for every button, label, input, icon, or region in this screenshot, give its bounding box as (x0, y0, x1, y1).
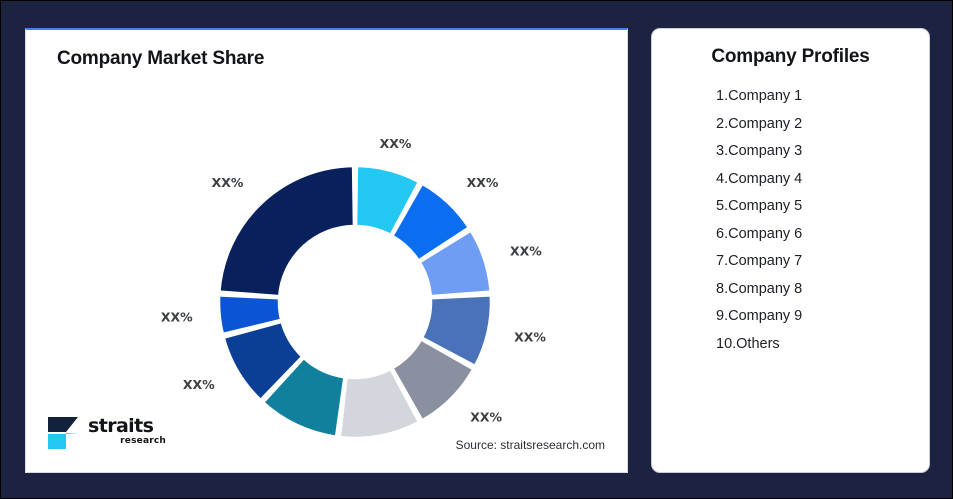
donut-slice-label: XX% (514, 330, 546, 345)
donut-slice-label: XX% (212, 175, 244, 190)
donut-slice-label: XX% (467, 175, 499, 190)
company-profiles-list: 1.Company 1 2.Company 2 3.Company 3 4.Compa… (652, 83, 929, 358)
market-share-chart-card: Company Market Share XX% XX% XX% XX% XX% XX% X… (25, 28, 628, 473)
logo-wordmark: straits research (88, 416, 168, 447)
donut-slice[interactable] (261, 356, 346, 439)
company-profiles-card: Company Profiles 1.Company 1 2.Company 2 3… (651, 28, 930, 473)
donut-chart-svg: XX%XX%XX%XX%XX%XX%XX%XX%XX%XX% (161, 136, 546, 440)
donut-slices (217, 164, 493, 440)
straits-research-logo: straits research (48, 412, 168, 456)
source-note: Source: straitsresearch.com (455, 438, 605, 452)
donut-slice[interactable] (218, 164, 356, 298)
list-item[interactable]: 6.Company 6 (716, 225, 803, 242)
donut-slice-label: XX% (183, 377, 215, 392)
company-profiles-title: Company Profiles (711, 46, 870, 67)
logo-primary-text: straits (88, 415, 154, 437)
list-item[interactable]: 3.Company 3 (716, 143, 803, 159)
donut-slice-label: XX% (380, 136, 412, 151)
donut-slice-label: XX% (161, 309, 193, 324)
donut-slice[interactable] (222, 320, 304, 402)
donut-slice[interactable] (390, 182, 471, 263)
donut-slice[interactable] (420, 294, 493, 368)
straits-research-arrow-icon (48, 417, 78, 449)
list-item[interactable]: 7.Company 7 (716, 253, 803, 269)
logo-secondary-text: research (120, 436, 166, 446)
list-item[interactable]: 1.Company 1 (716, 88, 803, 104)
donut-chart: XX%XX%XX%XX%XX%XX%XX%XX%XX%XX% (26, 70, 629, 440)
donut-slice-label: XX% (470, 409, 502, 424)
page-title: Company Market Share (57, 48, 265, 69)
donut-slice[interactable] (338, 367, 421, 440)
donut-data-labels: XX%XX%XX%XX%XX%XX%XX%XX%XX%XX% (161, 136, 546, 424)
list-item[interactable]: 10.Others (716, 335, 780, 352)
donut-slice[interactable] (390, 337, 475, 422)
list-item[interactable]: 4.Company 4 (716, 170, 803, 187)
list-item[interactable]: 5.Company 5 (716, 198, 803, 214)
donut-slice[interactable] (217, 294, 283, 336)
donut-slice[interactable] (418, 229, 492, 298)
list-item[interactable]: 9.Company 9 (716, 308, 803, 324)
donut-slice-label: XX% (510, 244, 542, 259)
donut-slice[interactable] (354, 164, 421, 237)
list-item[interactable]: 8.Company 8 (716, 280, 803, 297)
list-item[interactable]: 2.Company 2 (716, 115, 803, 132)
